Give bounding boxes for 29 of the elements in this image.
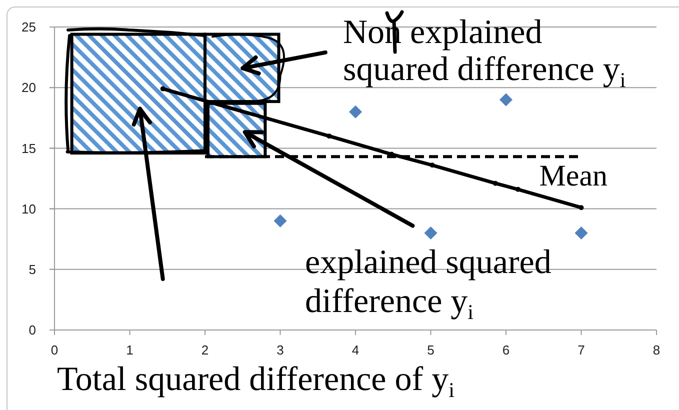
point — [516, 186, 521, 192]
point — [424, 226, 438, 240]
point — [160, 86, 166, 92]
point — [349, 105, 362, 118]
point — [574, 226, 588, 240]
x-tick-label: 7 — [578, 342, 585, 358]
point — [274, 214, 287, 228]
x-tick-label: 1 — [126, 342, 134, 358]
series-label: Mean — [539, 160, 608, 193]
x-tick-label: 0 — [50, 342, 58, 358]
y-tick-label: 0 — [28, 322, 36, 338]
x-tick-label: 2 — [201, 342, 209, 358]
point — [430, 162, 435, 168]
annotation: explained squared difference y$_{i}$ — [305, 244, 552, 324]
y-tick-label: 10 — [22, 201, 36, 216]
point — [578, 205, 584, 210]
x-tick-label: 6 — [502, 342, 510, 358]
y-tick-label: 25 — [22, 20, 36, 35]
y-tick-label: 20 — [22, 80, 36, 96]
x-tick-label: 4 — [352, 342, 360, 358]
point — [326, 134, 332, 139]
y-tick-label: 5 — [28, 262, 36, 277]
text: Total squared difference of y$_{i}$ — [57, 361, 455, 402]
x-tick-label: 8 — [652, 342, 660, 358]
y-tick-label: 15 — [22, 140, 36, 156]
x-tick-label: 5 — [427, 342, 434, 358]
x-tick-label: 3 — [276, 342, 284, 358]
point — [500, 93, 512, 106]
point — [492, 180, 498, 186]
